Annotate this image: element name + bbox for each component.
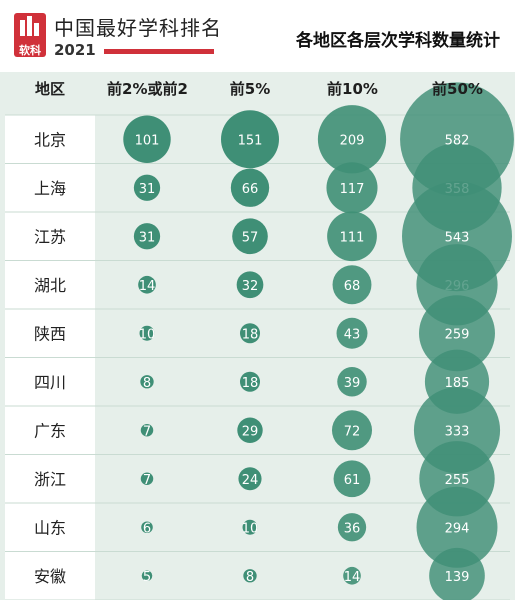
- bubble-mark: [337, 367, 367, 397]
- bubble-value-label: 5: [143, 570, 151, 585]
- bubble-value-label: 36: [344, 521, 361, 536]
- bubble-value-label: 68: [344, 279, 361, 294]
- bubble-mark: [140, 424, 154, 437]
- bubble-mark: [239, 323, 261, 344]
- region-label: 山东: [34, 518, 66, 537]
- bubble-value-label: 43: [344, 327, 361, 342]
- bubble-value-label: 24: [242, 473, 259, 488]
- bubble-mark: [123, 115, 171, 163]
- column-header-top10: 前10%: [327, 80, 378, 98]
- bubble-mark: [139, 325, 155, 341]
- bubble-mark: [133, 223, 161, 250]
- bubble-value-label: 14: [139, 279, 156, 294]
- bubble-value-label: 14: [344, 570, 361, 585]
- bubble-value-label: 294: [445, 521, 470, 536]
- bubble-mark: [133, 174, 161, 201]
- bubble-value-label: 18: [242, 376, 259, 391]
- bubble-value-label: 582: [445, 133, 470, 148]
- bubble-mark: [343, 566, 361, 585]
- header: 软科 中国最好学科排名 2021 各地区各层次学科数量统计: [0, 0, 515, 72]
- bubble-value-label: 6: [143, 521, 151, 536]
- bubble-value-label: 31: [139, 230, 156, 245]
- bubble-mark: [141, 570, 153, 582]
- brand-title: 中国最好学科排名: [54, 16, 222, 40]
- bubble-mark: [236, 271, 264, 299]
- bubble-mark: [317, 105, 387, 174]
- bubble-mark: [237, 417, 263, 443]
- bubble-mark: [326, 162, 378, 214]
- brand-underline: [104, 49, 214, 54]
- region-label: 上海: [34, 179, 66, 198]
- column-header-top2: 前2%或前2: [107, 80, 188, 98]
- region-label: 陕西: [34, 324, 66, 343]
- bubble-value-label: 333: [445, 424, 470, 439]
- bubble-value-label: 32: [242, 279, 259, 294]
- bubble-value-label: 18: [242, 327, 259, 342]
- bubble-mark: [400, 82, 514, 197]
- bubble-mark: [239, 371, 261, 392]
- bubble-value-label: 111: [340, 230, 365, 245]
- bubble-mark: [138, 275, 156, 294]
- bubble-value-label: 7: [143, 473, 151, 488]
- bubble-mark: [232, 218, 268, 255]
- bubble-value-label: 39: [344, 376, 361, 391]
- column-header-top5: 前5%: [229, 80, 271, 98]
- bubble-mark: [140, 472, 154, 485]
- bubble-value-label: 259: [445, 327, 470, 342]
- region-label: 安徽: [34, 567, 66, 586]
- bubble-mark: [327, 211, 377, 262]
- bubble-mark: [413, 387, 501, 474]
- bubble-mark: [230, 168, 270, 207]
- region-label: 浙江: [34, 470, 66, 489]
- bubble-value-label: 29: [242, 424, 259, 439]
- column-header-top50: 前50%: [432, 80, 483, 98]
- bubble-value-label: 31: [139, 182, 156, 197]
- bubble-value-label: 10: [242, 521, 259, 536]
- bubble-mark: [238, 467, 262, 491]
- bubble-mark: [141, 521, 153, 534]
- bubble-value-label: 10: [139, 327, 156, 342]
- bubble-value-label: 151: [238, 133, 263, 148]
- bubble-mark: [336, 317, 368, 349]
- bubble-value-label: 8: [246, 570, 254, 585]
- logo-icon: [14, 13, 46, 57]
- bubble-value-label: 117: [340, 182, 365, 197]
- bubble-value-label: 209: [340, 133, 365, 148]
- bubble-value-label: 57: [242, 230, 259, 245]
- bubble-mark: [243, 569, 257, 583]
- bubble-value-label: 8: [143, 376, 151, 391]
- region-label: 江苏: [34, 227, 66, 246]
- region-label: 湖北: [34, 276, 66, 295]
- bubble-mark: [333, 460, 371, 498]
- bubble-value-label: 139: [445, 570, 470, 585]
- bubble-value-label: 66: [242, 182, 259, 197]
- bubble-value-label: 7: [143, 424, 151, 439]
- chart-title: 各地区各层次学科数量统计: [296, 31, 500, 51]
- brand-year: 2021: [54, 41, 96, 59]
- bubble-value-label: 72: [344, 424, 361, 439]
- bubble-value-label: 185: [445, 376, 470, 391]
- region-label: 广东: [34, 421, 66, 440]
- bubble-mark: [220, 110, 280, 169]
- bubble-mark: [140, 375, 154, 389]
- bubble-value-label: 255: [445, 473, 470, 488]
- bubble-mark: [242, 519, 258, 535]
- logo-text: 软科: [19, 44, 41, 57]
- column-header-region: 地区: [34, 80, 65, 98]
- bubble-value-label: 101: [135, 133, 160, 148]
- bubble-value-label: 543: [445, 230, 470, 245]
- bubble-value-label: 61: [344, 473, 361, 488]
- bubble-mark: [337, 513, 367, 542]
- region-label: 北京: [34, 130, 66, 149]
- bubble-mark: [331, 410, 373, 451]
- bubble-mark: [332, 265, 372, 305]
- region-label: 四川: [34, 373, 66, 392]
